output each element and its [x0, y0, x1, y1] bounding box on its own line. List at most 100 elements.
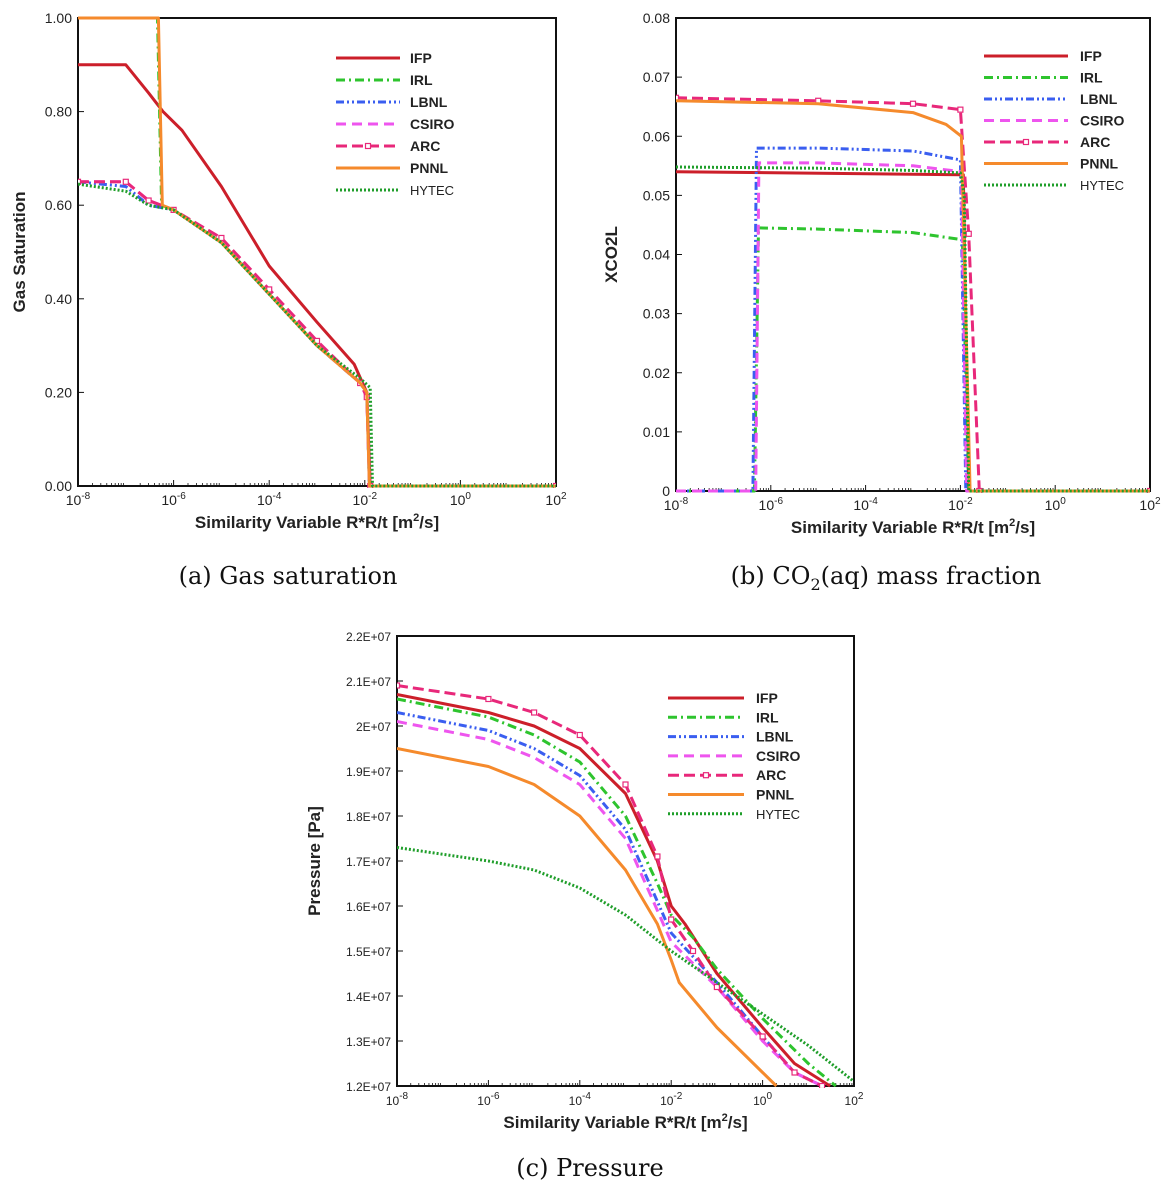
y-tick-label: 0.01 — [643, 424, 670, 440]
series-marker-arc — [965, 230, 972, 237]
y-tick-label: 1.7E+07 — [346, 855, 391, 869]
legend-label-ifp: IFP — [1080, 48, 1102, 64]
caption-b: (b) CO2(aq) mass fraction — [731, 562, 1042, 594]
x-axis-title: Similarity Variable R*R/t [m2/s] — [195, 512, 439, 532]
x-tick-label: 10-4 — [569, 1091, 592, 1108]
y-tick-label: 0.07 — [643, 69, 670, 85]
legend-label-pnnl: PNNL — [410, 160, 449, 176]
chart-co2-mass-fraction: 10-8 10-6 10-4 10-2 100 102 0 0.01 0.02 0.03 0.04 0… — [602, 10, 1161, 537]
legend-label-irl: IRL — [756, 709, 779, 725]
legend: IFP IRL LBNL CSIRO ARC PNNL HYTEC — [668, 690, 800, 822]
y-axis-title: Pressure [Pa] — [305, 806, 324, 916]
y-tick-label: 1.2E+07 — [346, 1080, 391, 1094]
x-tick-label: 10-8 — [386, 1091, 409, 1108]
legend-label-irl: IRL — [1080, 70, 1103, 86]
legend-label-csiro: CSIRO — [410, 116, 454, 132]
y-tick-label: 1.3E+07 — [346, 1035, 391, 1049]
series-marker-arc — [654, 853, 661, 860]
legend-label-hytec: HYTEC — [410, 183, 454, 198]
plot-frame — [396, 635, 855, 1087]
x-tick-label: 10-2 — [353, 491, 378, 508]
legend-label-pnnl: PNNL — [1080, 156, 1119, 172]
series-marker-arc — [713, 983, 721, 991]
series-line-csiro — [397, 720, 823, 1088]
y-tick-label: 0.80 — [45, 104, 72, 120]
x-axis-title: Similarity Variable R*R/t [m2/s] — [503, 1112, 747, 1132]
x-tick-label: 10-2 — [948, 496, 973, 513]
y-tick-label: 0.02 — [643, 365, 670, 381]
y-tick-label: 0.05 — [643, 187, 670, 203]
chart-pressure: 10-8 10-6 10-4 10-2 100 102 1.2E+07 1.3E+07 1.4E… — [305, 630, 864, 1132]
y-tick-label: 1.5E+07 — [346, 945, 391, 959]
series-marker-arc — [909, 100, 917, 107]
x-tick-label: 10-6 — [477, 1091, 500, 1108]
series-marker-arc — [397, 682, 401, 689]
legend-label-arc: ARC — [756, 767, 786, 783]
x-tick-label: 10-4 — [257, 491, 282, 508]
caption-a: (a) Gas saturation — [179, 562, 398, 590]
legend-label-arc: ARC — [410, 138, 440, 154]
series-line-lbnl — [676, 146, 1150, 493]
y-tick-label: 0 — [662, 483, 670, 499]
y-tick-label: 0.06 — [643, 128, 670, 144]
series-marker-arc — [485, 695, 492, 703]
plot-frame — [675, 17, 1151, 492]
y-axis-title: Gas Saturation — [10, 192, 29, 313]
y-tick-label: 2.2E+07 — [346, 630, 391, 644]
series-marker-arc — [668, 916, 675, 923]
x-tick-label: 10-4 — [853, 496, 878, 513]
series-marker-arc — [622, 781, 629, 788]
x-tick-label: 10-6 — [161, 491, 186, 508]
legend-label-lbnl: LBNL — [756, 729, 794, 745]
caption-b-sub: 2 — [810, 575, 820, 594]
series-marker-arc — [218, 234, 225, 242]
series-line-pnnl — [397, 747, 778, 1088]
x-tick-label: 100 — [753, 1091, 772, 1108]
series-marker-arc — [791, 1069, 798, 1076]
x-tick-label: 10-6 — [759, 496, 784, 513]
series-marker-arc — [818, 1082, 826, 1088]
series-marker-arc — [122, 178, 129, 185]
series-marker-arc — [676, 94, 680, 101]
legend: IFP IRL LBNL CSIRO ARC PNNL HYTEC — [984, 48, 1124, 193]
series-line-csiro — [676, 161, 1150, 493]
y-tick-label: 0.04 — [643, 247, 670, 263]
series-marker-arc — [689, 947, 697, 955]
x-tick-label: 10-2 — [660, 1091, 683, 1108]
y-tick-label: 0.20 — [45, 384, 72, 400]
series-line-hytec — [676, 165, 1150, 493]
y-tick-label: 1.4E+07 — [346, 990, 391, 1004]
series-marker-arc — [145, 197, 152, 204]
legend-label-csiro: CSIRO — [756, 748, 800, 764]
y-tick-label: 0.03 — [643, 306, 670, 322]
caption-b-pre: (b) CO — [731, 562, 811, 590]
legend-label-lbnl: LBNL — [410, 94, 448, 110]
y-axis-title: XCO2L — [602, 226, 621, 283]
y-tick-label: 0.08 — [643, 10, 670, 26]
y-tick-label: 2E+07 — [356, 720, 391, 734]
series-marker-arc — [530, 709, 538, 716]
series-marker-arc — [759, 1033, 766, 1040]
y-tick-label: 0.60 — [45, 197, 72, 213]
x-tick-label: 10-8 — [66, 491, 91, 508]
y-tick-label: 2.1E+07 — [346, 675, 391, 689]
chart-gas-saturation: 10-8 10-6 10-4 10-2 100 102 0.00 0.20 0.40 0.60 0.… — [10, 10, 567, 532]
caption-b-post: (aq) mass fraction — [821, 562, 1042, 590]
x-tick-label: 100 — [1045, 496, 1067, 513]
series-marker-arc — [78, 178, 82, 185]
series-line-irl — [397, 697, 837, 1088]
y-tick-label: 0.00 — [45, 478, 72, 494]
legend-label-hytec: HYTEC — [756, 807, 800, 822]
x-tick-label: 100 — [450, 491, 472, 508]
plot-frame — [77, 17, 557, 487]
series-line-ifp — [397, 693, 831, 1088]
legend: IFP IRL LBNL CSIRO ARC PNNL HYTEC — [336, 50, 454, 198]
caption-c: (c) Pressure — [516, 1154, 663, 1182]
legend-label-hytec: HYTEC — [1080, 178, 1124, 193]
y-tick-label: 0.40 — [45, 291, 72, 307]
y-tick-label: 1.9E+07 — [346, 765, 391, 779]
legend-label-pnnl: PNNL — [756, 787, 795, 803]
legend-label-irl: IRL — [410, 72, 433, 88]
x-tick-label: 10-8 — [664, 496, 689, 513]
